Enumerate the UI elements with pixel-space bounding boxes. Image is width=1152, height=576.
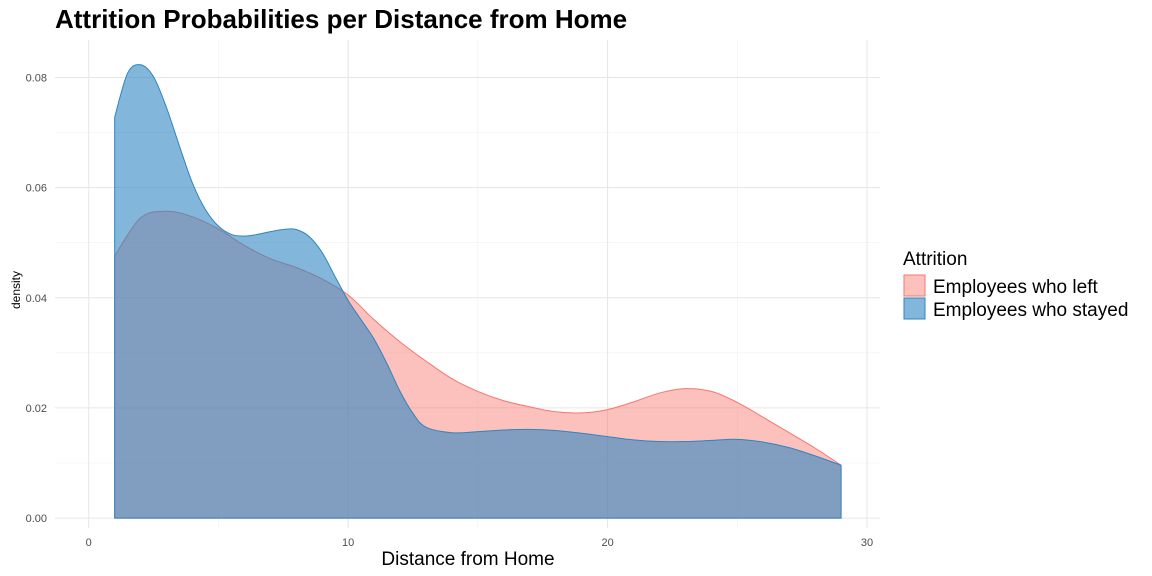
- y-tick-label: 0.04: [26, 293, 47, 305]
- density-area-stayed: [114, 64, 842, 519]
- legend-title: Attrition: [903, 249, 967, 270]
- x-axis-ticks: 0 10 20 30: [86, 537, 873, 549]
- x-tick-label: 20: [601, 537, 613, 549]
- y-tick-label: 0.06: [26, 183, 47, 195]
- y-axis-title: density: [9, 271, 23, 309]
- legend-swatch: [903, 297, 926, 320]
- legend-label: Employees who left: [933, 277, 1098, 298]
- y-tick-label: 0.00: [26, 513, 47, 525]
- x-tick-label: 30: [861, 537, 873, 549]
- x-tick-label: 0: [86, 537, 92, 549]
- legend-swatch: [903, 274, 926, 297]
- y-tick-label: 0.08: [26, 72, 47, 84]
- x-axis-title: Distance from Home: [381, 549, 554, 570]
- legend-label: Employees who stayed: [933, 300, 1128, 321]
- density-areas: [114, 64, 842, 519]
- chart-title: Attrition Probabilities per Distance fro…: [55, 4, 627, 34]
- x-tick-label: 10: [342, 537, 354, 549]
- y-axis-ticks: 0.00 0.02 0.04 0.06 0.08: [26, 72, 47, 525]
- y-tick-label: 0.02: [26, 403, 47, 415]
